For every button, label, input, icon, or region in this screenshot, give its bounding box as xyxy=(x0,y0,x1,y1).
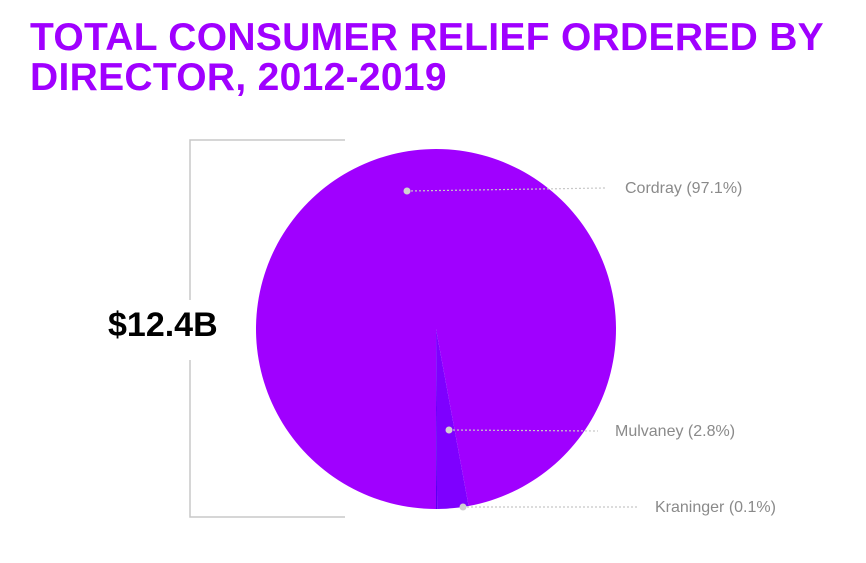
leader-dot xyxy=(445,426,453,434)
chart-title: TOTAL CONSUMER RELIEF ORDERED BY DIRECTO… xyxy=(30,16,824,99)
pie-slice xyxy=(436,329,469,509)
pie-slice xyxy=(436,329,438,509)
total-annotation: $12.4B xyxy=(108,306,218,344)
leader-dot xyxy=(459,503,467,511)
leader-line xyxy=(406,187,606,192)
slice-label: Cordray (97.1%) xyxy=(625,180,742,197)
bracket-top xyxy=(189,139,345,300)
leader-line xyxy=(448,429,599,432)
bracket-bottom xyxy=(189,360,345,518)
slice-label: Kraninger (0.1%) xyxy=(655,499,776,516)
leader-dot xyxy=(403,187,411,195)
slice-label: Mulvaney (2.8%) xyxy=(615,423,735,440)
